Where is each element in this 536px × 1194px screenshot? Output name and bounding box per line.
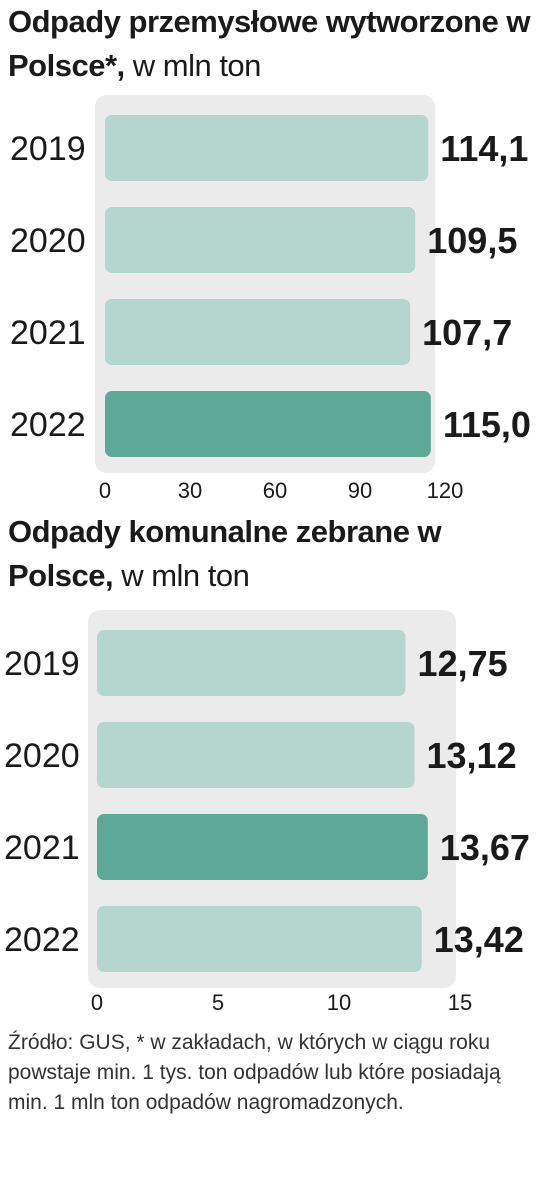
chart-1-bar-2022 xyxy=(105,391,431,457)
chart-2-value-label: 13,42 xyxy=(434,919,524,960)
chart-2-tick-label: 10 xyxy=(327,990,351,1015)
chart-2-bar-2021 xyxy=(97,814,428,880)
chart-1-tick-label: 30 xyxy=(178,478,202,503)
chart-2-tick-label: 5 xyxy=(212,990,224,1015)
chart-2-title: Odpady komunalne zebrane w Polsce, w mln… xyxy=(8,510,536,598)
chart-1-category-label: 2020 xyxy=(10,222,86,260)
chart-1-category-label: 2019 xyxy=(10,130,86,168)
chart-1-tick-label: 120 xyxy=(427,478,464,503)
chart-1-tick-label: 0 xyxy=(99,478,111,503)
chart-2-bar-2019 xyxy=(97,630,406,696)
chart-2-category-label: 2019 xyxy=(4,645,80,683)
chart-1-title: Odpady przemysłowe wytworzone w Polsce*,… xyxy=(8,0,536,88)
chart-2-value-label: 12,75 xyxy=(418,643,508,684)
source-note: Źródło: GUS, * w zakładach, w których w … xyxy=(8,1031,501,1114)
chart-1-bar-2019 xyxy=(105,115,429,181)
chart-1-value-label: 107,7 xyxy=(422,312,512,353)
chart-2-title-main: Odpady komunalne zebrane w Polsce, xyxy=(8,514,442,593)
chart-2-value-label: 13,67 xyxy=(440,827,530,868)
chart-1-panel xyxy=(95,95,435,473)
chart-2-category-label: 2022 xyxy=(4,921,80,959)
chart-1-value-label: 115,0 xyxy=(443,404,531,445)
chart-2-tick-label: 0 xyxy=(91,990,103,1015)
chart-1-tick-label: 60 xyxy=(263,478,287,503)
chart-2-value-label: 13,12 xyxy=(427,735,517,776)
chart-1-bar-2021 xyxy=(105,299,411,365)
chart-1-bar-2020 xyxy=(105,207,416,273)
chart-2-bar-2020 xyxy=(97,722,415,788)
industrial-waste-chart: 2019 114,1 2020 109,5 2021 107,7 2022 115,0 0 30 6… xyxy=(10,95,531,503)
chart-2-category-label: 2021 xyxy=(4,829,80,867)
chart-2-category-label: 2020 xyxy=(4,737,80,775)
chart-1-value-label: 114,1 xyxy=(440,128,528,169)
chart-1-title-main: Odpady przemysłowe wytworzone w Polsce*, xyxy=(8,4,530,83)
chart-1-value-label: 109,5 xyxy=(427,220,517,261)
chart-1-tick-label: 90 xyxy=(348,478,372,503)
chart-2-title-unit: w mln ton xyxy=(121,558,250,593)
municipal-waste-chart: 2019 12,75 2020 13,12 2021 13,67 2022 13,42 0 5 10… xyxy=(4,610,530,1015)
chart-2-tick-label: 15 xyxy=(448,990,472,1015)
chart-2-panel xyxy=(88,610,456,988)
chart-2-bar-2022 xyxy=(97,906,422,972)
chart-1-category-label: 2021 xyxy=(10,314,86,352)
chart-1-title-unit: w mln ton xyxy=(132,48,262,83)
chart-1-category-label: 2022 xyxy=(10,406,86,444)
